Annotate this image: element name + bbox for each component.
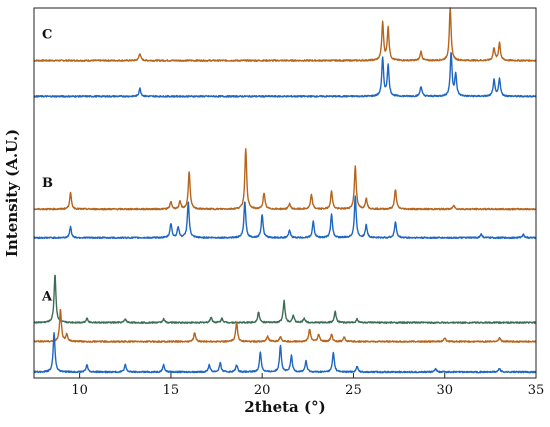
series-layer — [33, 7, 537, 374]
series-line-c-blue — [33, 52, 537, 98]
x-tick-label: 15 — [163, 383, 180, 398]
panel-label-a: A — [41, 290, 53, 305]
x-tick-label: 10 — [71, 383, 88, 398]
series-line-b-blue — [33, 195, 537, 240]
series-line-b-orange — [33, 148, 537, 211]
x-tick-label: 35 — [528, 383, 545, 398]
x-axis-title: 2theta (°) — [244, 398, 325, 416]
y-axis-title: Intensity (A.U.) — [3, 129, 21, 257]
panel-label-b: B — [42, 176, 53, 191]
panel-labels: C B A — [41, 28, 53, 305]
series-line-a-blue — [33, 332, 537, 374]
series-line-a-green — [33, 274, 537, 324]
x-tick-label: 25 — [345, 383, 362, 398]
x-tick-label: 30 — [436, 383, 453, 398]
series-line-c-orange — [33, 7, 537, 62]
plot-frame — [33, 7, 537, 379]
x-tick-label: 20 — [254, 383, 271, 398]
series-line-a-orange — [33, 308, 537, 343]
x-axis-ticks: 10 15 20 25 30 35 — [71, 373, 544, 398]
panel-label-c: C — [42, 28, 52, 43]
